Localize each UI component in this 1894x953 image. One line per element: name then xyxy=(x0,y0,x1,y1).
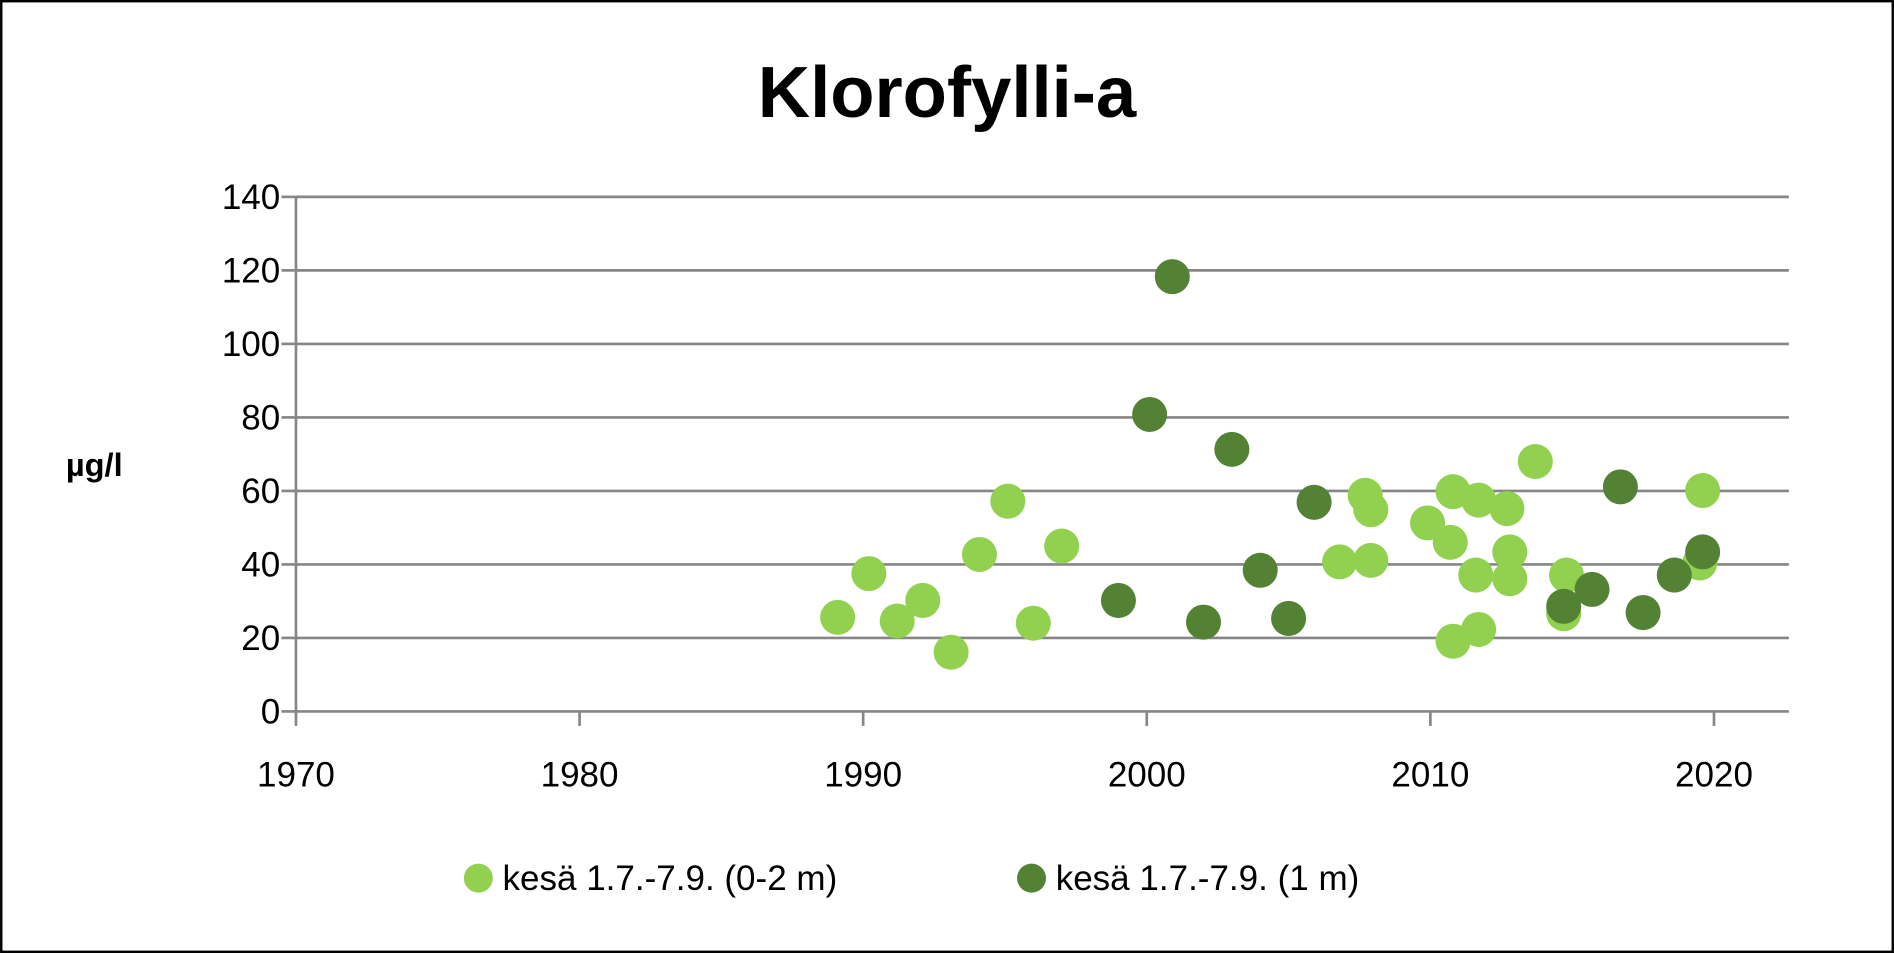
data-point-series-1 xyxy=(820,599,856,635)
data-point-series-1 xyxy=(905,582,941,618)
data-point-series-1 xyxy=(1432,524,1468,560)
chart-title: Klorofylli-a xyxy=(758,52,1137,133)
data-point-series-1 xyxy=(1322,544,1358,580)
y-tick-label: 40 xyxy=(241,545,280,584)
legend: kesä 1.7.-7.9. (0-2 m) kesä 1.7.-7.9. (1 … xyxy=(463,859,1360,898)
data-point-series-1 xyxy=(1353,492,1389,528)
data-point-series-2 xyxy=(1242,552,1278,588)
x-tick-label: 1990 xyxy=(824,755,902,794)
axes xyxy=(281,195,1789,726)
data-point-series-1 xyxy=(1492,561,1528,597)
y-tick-label: 0 xyxy=(261,693,280,732)
data-point-series-2 xyxy=(1656,557,1692,593)
tick-labels: 0 20 40 60 80 100 120 140 1970 1980 1990 2000 2010 20… xyxy=(222,178,1753,794)
data-point-series-1 xyxy=(1492,534,1528,570)
x-tick-label: 2010 xyxy=(1391,755,1469,794)
data-point-series-1 xyxy=(851,556,887,592)
data-point-series-1 xyxy=(1461,611,1497,647)
data-point-series-2 xyxy=(1574,571,1610,607)
y-tick-label: 80 xyxy=(241,398,280,437)
legend-label: kesä 1.7.-7.9. (0-2 m) xyxy=(503,859,838,898)
gridlines xyxy=(295,195,1789,640)
data-point-series-1 xyxy=(933,634,969,670)
data-point-series-1 xyxy=(1461,482,1497,518)
data-point-series-2 xyxy=(1271,600,1307,636)
data-point-series-2 xyxy=(1546,588,1582,624)
y-axis-label: µg/l xyxy=(66,446,123,483)
data-points xyxy=(820,259,1721,670)
y-tick-label: 60 xyxy=(241,472,280,511)
x-tick-label: 1980 xyxy=(541,755,619,794)
data-point-series-2 xyxy=(1625,595,1661,631)
data-point-series-1 xyxy=(1685,473,1721,509)
legend-marker xyxy=(1017,863,1047,893)
y-tick-label: 100 xyxy=(222,325,280,364)
x-tick-label: 2020 xyxy=(1675,755,1753,794)
data-point-series-2 xyxy=(1685,534,1721,570)
legend-label: kesä 1.7.-7.9. (1 m) xyxy=(1056,859,1360,898)
data-point-series-2 xyxy=(1214,431,1250,467)
data-point-series-2 xyxy=(1296,484,1332,520)
data-point-series-1 xyxy=(961,536,997,573)
data-point-series-2 xyxy=(1602,469,1638,505)
data-point-series-2 xyxy=(1132,396,1168,432)
y-tick-label: 120 xyxy=(222,251,280,290)
data-point-series-1 xyxy=(1458,557,1494,593)
data-point-series-1 xyxy=(1410,505,1446,541)
x-tick-label: 1970 xyxy=(257,755,335,794)
data-point-series-1 xyxy=(990,483,1026,519)
data-point-series-1 xyxy=(1517,443,1553,480)
legend-marker xyxy=(463,863,493,893)
data-point-series-1 xyxy=(1044,528,1080,564)
data-point-series-2 xyxy=(1100,582,1136,618)
data-point-series-1 xyxy=(1353,542,1389,578)
data-point-series-2 xyxy=(1154,259,1190,295)
data-point-series-1 xyxy=(1549,557,1585,593)
y-tick-label: 20 xyxy=(241,619,280,658)
data-point-series-2 xyxy=(1185,604,1222,640)
y-tick-label: 140 xyxy=(222,178,280,217)
data-point-series-1 xyxy=(1015,605,1051,641)
data-point-series-1 xyxy=(1489,491,1525,527)
x-tick-label: 2000 xyxy=(1108,755,1186,794)
data-point-series-1 xyxy=(879,603,915,639)
